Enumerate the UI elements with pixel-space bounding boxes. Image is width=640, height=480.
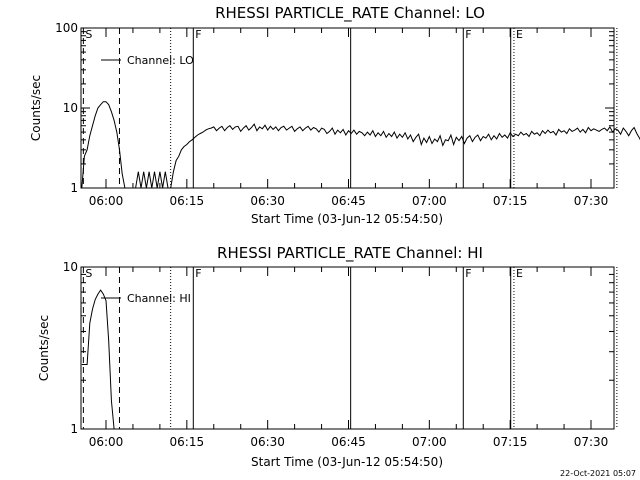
lo-ytick-label: 100 [55,21,78,35]
lo-marker-label: S [85,28,92,41]
hi-xtick-label: 06:00 [89,435,124,449]
lo-xtick-label: 06:00 [89,194,124,208]
hi-marker-label: F [195,267,201,280]
hi-marker-label: E [516,267,523,280]
lo-ytick-label: 10 [63,101,78,115]
generated-timestamp: 22-Oct-2021 05:07 [560,469,636,478]
hi-chart-title: RHESSI PARTICLE_RATE Channel: HI [217,244,483,263]
hi-legend-label: Channel: HI [127,292,191,305]
lo-marker-label: E [516,28,523,41]
lo-x-axis-label: Start Time (03-Jun-12 05:54:50) [251,212,443,226]
hi-plot-frame [80,266,615,430]
lo-xtick-label: 07:00 [412,194,447,208]
hi-xtick-label: 06:15 [170,435,205,449]
lo-xtick-label: 06:15 [170,194,205,208]
hi-ticks: 1 10 06:00 06:15 06:30 06:45 07:00 07:15 07:30 [63,260,614,449]
lo-xtick-label: 06:30 [250,194,285,208]
hi-ytick-label: 10 [63,260,78,274]
hi-xtick-label: 07:30 [574,435,609,449]
lo-y-axis-label: Counts/sec [29,75,43,141]
lo-marker-label: F [465,28,471,41]
lo-xtick-label: 07:15 [493,194,528,208]
hi-ytick-label: 1 [70,422,78,436]
hi-marker-label: F [465,267,471,280]
lo-xtick-label: 07:30 [574,194,609,208]
lo-ytick-label: 1 [70,181,78,195]
lo-ticks: 1 10 100 06:00 06:15 06:30 06:45 07:00 07:15 07:3… [55,21,614,208]
hi-marker-label: S [85,267,92,280]
hi-xtick-label: 06:45 [331,435,366,449]
lo-xtick-label: 06:45 [331,194,366,208]
lo-rate-series [81,101,640,189]
hi-x-axis-label: Start Time (03-Jun-12 05:54:50) [251,455,443,469]
hi-rate-series [81,289,117,430]
lo-chart-title: RHESSI PARTICLE_RATE Channel: LO [215,4,485,23]
lo-marker-label: F [195,28,201,41]
lo-plot-frame [80,27,615,189]
hi-xtick-label: 07:15 [493,435,528,449]
lo-channel-panel: RHESSI PARTICLE_RATE Channel: LO Counts/… [29,4,640,226]
hi-xtick-label: 06:30 [250,435,285,449]
hi-xtick-label: 07:00 [412,435,447,449]
hi-channel-panel: RHESSI PARTICLE_RATE Channel: HI Counts/… [37,244,618,469]
hi-y-axis-label: Counts/sec [37,315,51,381]
lo-legend-label: Channel: LO [127,54,194,67]
